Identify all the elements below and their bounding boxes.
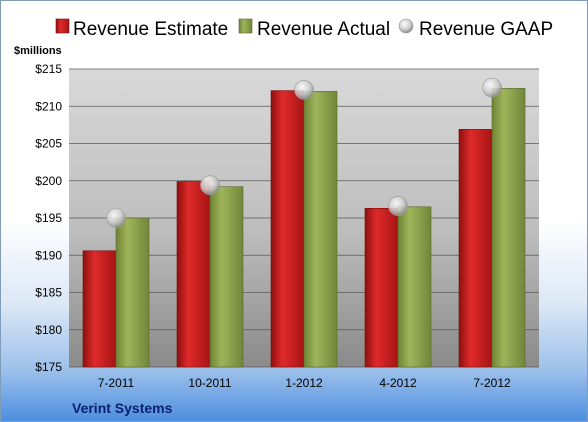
x-tick-label: 1-2012 <box>285 376 323 390</box>
bars-layer <box>82 88 526 368</box>
marker-revenue-gaap <box>106 208 126 228</box>
bar-revenue-estimate <box>176 181 211 368</box>
y-axis-ticks: $175 $180 $185 $190 $195 $200 $205 $210 $215 <box>35 62 62 374</box>
bar-revenue-estimate <box>82 250 117 368</box>
y-tick-label: $215 <box>35 62 62 76</box>
legend-label-revenue-gaap: Revenue GAAP <box>419 19 553 40</box>
y-tick-label: $180 <box>35 323 62 337</box>
x-tick-label: 10-2011 <box>188 376 231 390</box>
y-tick-label: $205 <box>35 137 62 151</box>
bar-revenue-estimate <box>364 208 399 368</box>
marker-revenue-gaap <box>482 77 502 98</box>
y-tick-label: $210 <box>35 99 62 113</box>
marker-revenue-gaap <box>200 175 220 196</box>
x-tick-label: 4-2012 <box>379 376 417 390</box>
bar-revenue-actual <box>397 206 432 368</box>
y-tick-label: $200 <box>35 174 62 188</box>
legend-marker-revenue-gaap <box>398 18 414 34</box>
legend-swatch-revenue-estimate <box>55 18 70 34</box>
marker-revenue-gaap <box>294 80 314 100</box>
y-tick-label: $195 <box>35 211 62 225</box>
bar-revenue-actual <box>209 186 244 368</box>
y-tick-label: $190 <box>35 248 62 262</box>
x-tick-label: 7-2011 <box>98 376 135 390</box>
y-axis-unit-label: $millions <box>14 45 62 57</box>
legend: Revenue Estimate Revenue Actual Revenue … <box>55 18 553 40</box>
bar-revenue-actual <box>303 91 338 368</box>
bar-revenue-estimate <box>458 129 493 368</box>
legend-label-revenue-estimate: Revenue Estimate <box>73 19 228 40</box>
bar-revenue-estimate <box>270 90 305 368</box>
bar-revenue-actual <box>491 88 526 368</box>
y-tick-label: $175 <box>35 360 62 374</box>
legend-label-revenue-actual: Revenue Actual <box>257 19 390 40</box>
marker-revenue-gaap <box>388 196 408 216</box>
y-tick-label: $185 <box>35 286 62 300</box>
x-axis-ticks: 7-2011 10-2011 1-2012 4-2012 7-2012 <box>98 376 511 390</box>
legend-swatch-revenue-actual <box>238 18 253 34</box>
gaap-markers-layer <box>106 77 502 228</box>
company-name: Verint Systems <box>72 400 173 416</box>
x-tick-label: 7-2012 <box>473 376 511 390</box>
bar-revenue-actual <box>115 217 150 368</box>
